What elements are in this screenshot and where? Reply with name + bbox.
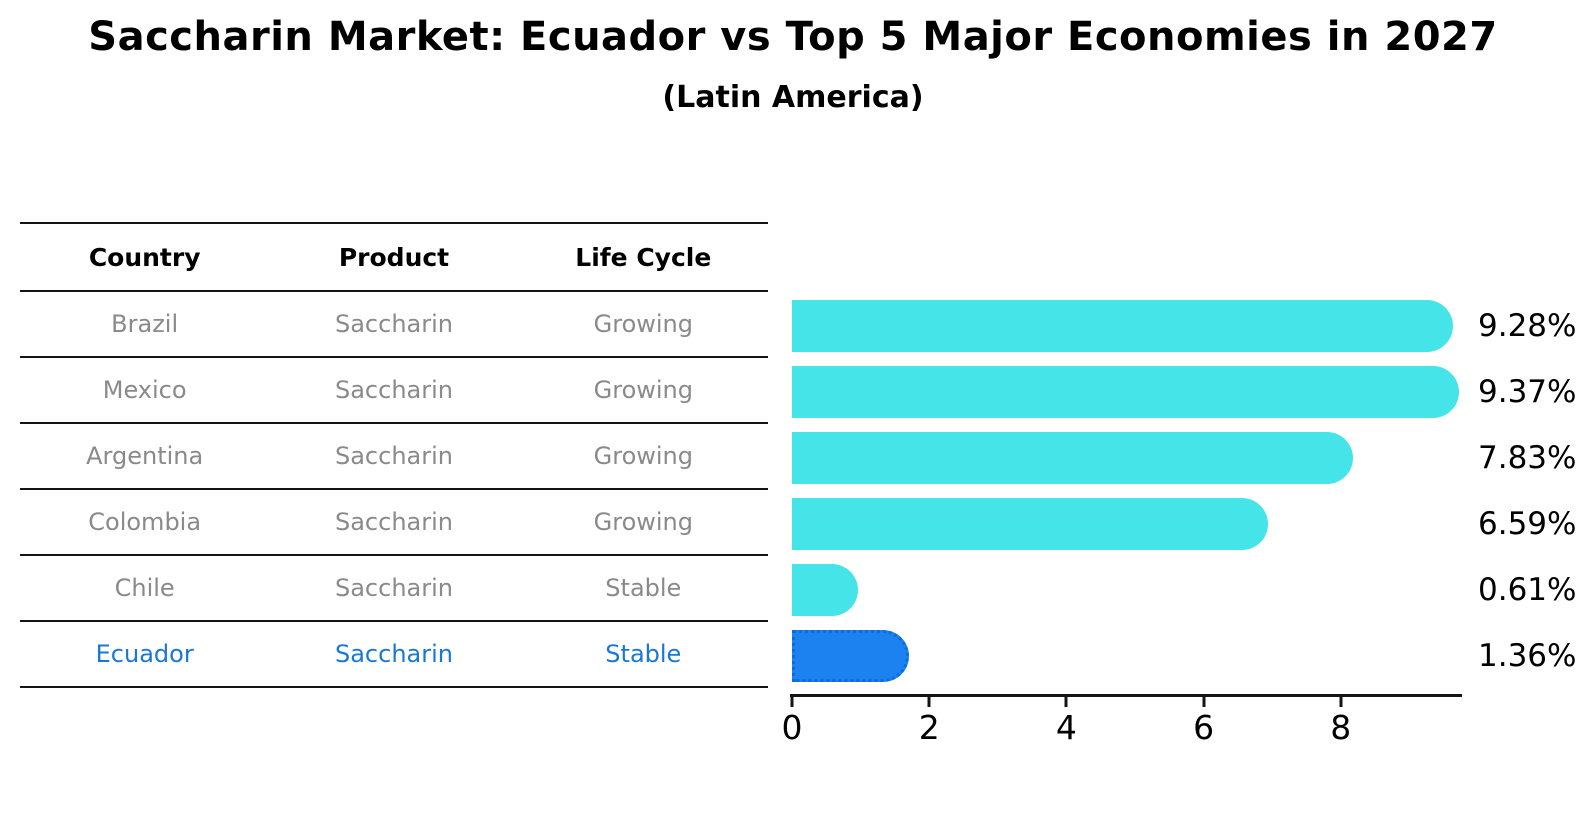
bar-row-colombia: 6.59% [792, 491, 1586, 557]
tick-label: 4 [1055, 708, 1077, 747]
cell-product: Saccharin [334, 640, 453, 668]
page-title: Saccharin Market: Ecuador vs Top 5 Major… [88, 14, 1498, 60]
cell-lifecycle: Stable [605, 574, 682, 602]
cell-country: Colombia [88, 508, 202, 536]
tick-mark [1339, 697, 1343, 707]
cell-lifecycle: Growing [593, 442, 693, 470]
cell-country: Argentina [86, 442, 204, 470]
value-label-chile: 0.61% [1478, 572, 1577, 608]
table-header-row: Country Product Life Cycle [20, 224, 768, 292]
bar-row-chile: 0.61% [792, 557, 1586, 623]
cell-lifecycle: Growing [593, 310, 693, 338]
bar-mexico [792, 366, 1459, 418]
bar-row-argentina: 7.83% [792, 425, 1586, 491]
cell-country: Chile [114, 574, 175, 602]
column-header-lifecycle: Life Cycle [575, 242, 712, 272]
country-table: Country Product Life Cycle Brazil Saccha… [20, 222, 768, 688]
x-axis-tick-8: 8 [1330, 697, 1351, 747]
table-row-colombia: Colombia Saccharin Growing [20, 490, 768, 556]
table-row-mexico: Mexico Saccharin Growing [20, 358, 768, 424]
bar-row-mexico: 9.37% [792, 359, 1586, 425]
bar-colombia [792, 498, 1269, 550]
tick-mark [1202, 697, 1206, 707]
tick-label: 0 [781, 708, 803, 747]
bar-row-ecuador: 1.36% [792, 623, 1586, 689]
cell-country: Mexico [102, 376, 187, 404]
bar-ecuador [792, 630, 910, 682]
tick-mark [927, 697, 931, 707]
table-row-brazil: Brazil Saccharin Growing [20, 292, 768, 358]
bar-chart: 9.28% 9.37% 7.83% 6.59% 0.61% 1.36% [792, 293, 1586, 689]
cell-product: Saccharin [334, 508, 453, 536]
value-label-mexico: 9.37% [1478, 374, 1577, 410]
value-label-brazil: 9.28% [1478, 308, 1577, 344]
x-axis-tick-2: 2 [919, 697, 940, 747]
tick-label: 2 [918, 708, 940, 747]
cell-product: Saccharin [334, 310, 453, 338]
cell-lifecycle: Growing [593, 376, 693, 404]
x-axis: 0 2 4 6 8 [782, 694, 1462, 747]
cell-product: Saccharin [334, 574, 453, 602]
table-row-argentina: Argentina Saccharin Growing [20, 424, 768, 490]
bar-brazil [792, 300, 1453, 352]
bar-argentina [792, 432, 1354, 484]
table-row-ecuador: Ecuador Saccharin Stable [20, 622, 768, 688]
column-header-product: Product [338, 242, 450, 272]
tick-label: 8 [1330, 708, 1352, 747]
x-axis-tick-6: 6 [1193, 697, 1214, 747]
cell-lifecycle: Growing [593, 508, 693, 536]
cell-country: Brazil [111, 310, 179, 338]
cell-product: Saccharin [334, 376, 453, 404]
column-header-country: Country [88, 242, 201, 272]
tick-label: 6 [1193, 708, 1215, 747]
bar-row-brazil: 9.28% [792, 293, 1586, 359]
value-label-colombia: 6.59% [1478, 506, 1577, 542]
cell-lifecycle: Stable [605, 640, 682, 668]
bar-chile [792, 564, 858, 616]
value-label-argentina: 7.83% [1478, 440, 1577, 476]
tick-mark [790, 697, 794, 707]
cell-product: Saccharin [334, 442, 453, 470]
page-subtitle: (Latin America) [662, 80, 924, 115]
value-label-ecuador: 1.36% [1478, 638, 1577, 674]
tick-mark [1064, 697, 1068, 707]
table-row-chile: Chile Saccharin Stable [20, 556, 768, 622]
cell-country: Ecuador [95, 640, 194, 668]
x-axis-tick-4: 4 [1056, 697, 1077, 747]
x-axis-tick-0: 0 [782, 697, 803, 747]
